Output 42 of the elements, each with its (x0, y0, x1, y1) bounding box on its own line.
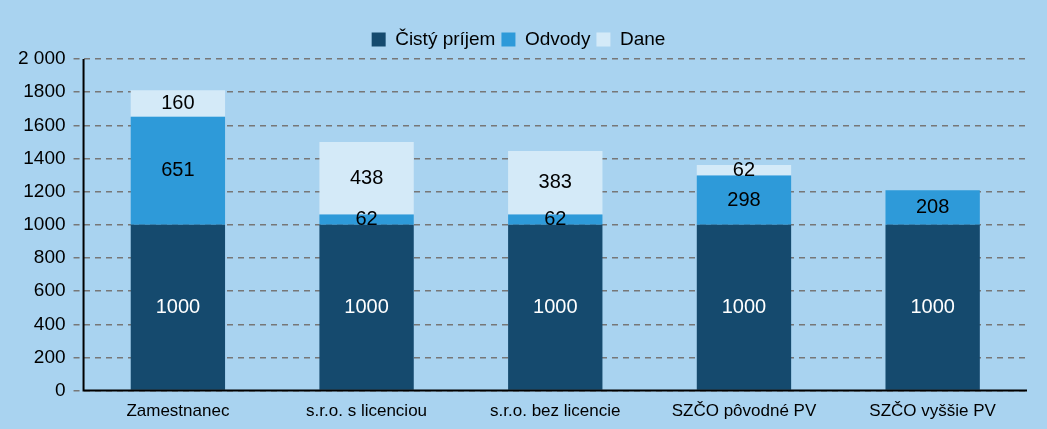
data-label: 62 (732, 157, 756, 180)
data-label: 1000 (155, 294, 201, 317)
legend-label: Odvody (524, 27, 591, 49)
x-tick-label: SZČO pôvodné PV (671, 401, 817, 421)
y-tick-label: 1200 (23, 179, 66, 201)
x-tick-label: SZČO vyššie PV (869, 401, 997, 421)
data-label: 383 (538, 170, 572, 193)
data-label: 1000 (533, 294, 578, 317)
data-label: 1000 (344, 294, 389, 317)
y-tick-label: 400 (33, 312, 66, 334)
data-label: 1000 (910, 294, 955, 317)
data-label: 62 (544, 207, 567, 230)
y-tick-label: 0 (54, 378, 66, 400)
data-label: 160 (161, 91, 195, 114)
data-label: 651 (161, 158, 195, 181)
data-label: 438 (349, 165, 384, 188)
y-tick-label: 1000 (23, 213, 66, 235)
y-tick-label: 200 (33, 345, 66, 367)
data-label: 298 (727, 187, 761, 210)
data-label: 208 (915, 195, 950, 218)
y-tick-label: 1600 (23, 113, 66, 135)
y-tick-label: 800 (33, 246, 66, 268)
y-tick-label: 1400 (23, 146, 66, 168)
legend-label: Dane (619, 27, 666, 49)
y-tick-label: 1800 (23, 80, 66, 102)
bar (885, 224, 980, 390)
x-tick-label: s.r.o. bez licencie (490, 401, 621, 421)
bar (696, 224, 792, 390)
data-label: 1000 (721, 294, 767, 317)
x-tick-label: s.r.o. s licenciou (306, 401, 428, 421)
bar (130, 90, 226, 117)
x-tick-label: Zamestnanec (126, 401, 230, 421)
bar (885, 190, 980, 225)
bar (130, 116, 226, 225)
y-tick-label: 2 000 (18, 47, 66, 69)
bar (319, 224, 414, 390)
bar (130, 224, 226, 390)
y-tick-label: 600 (33, 279, 66, 301)
bar (696, 175, 792, 225)
legend-label: Čistý príjem (395, 27, 496, 49)
bar (508, 224, 603, 390)
data-label: 62 (355, 207, 378, 230)
